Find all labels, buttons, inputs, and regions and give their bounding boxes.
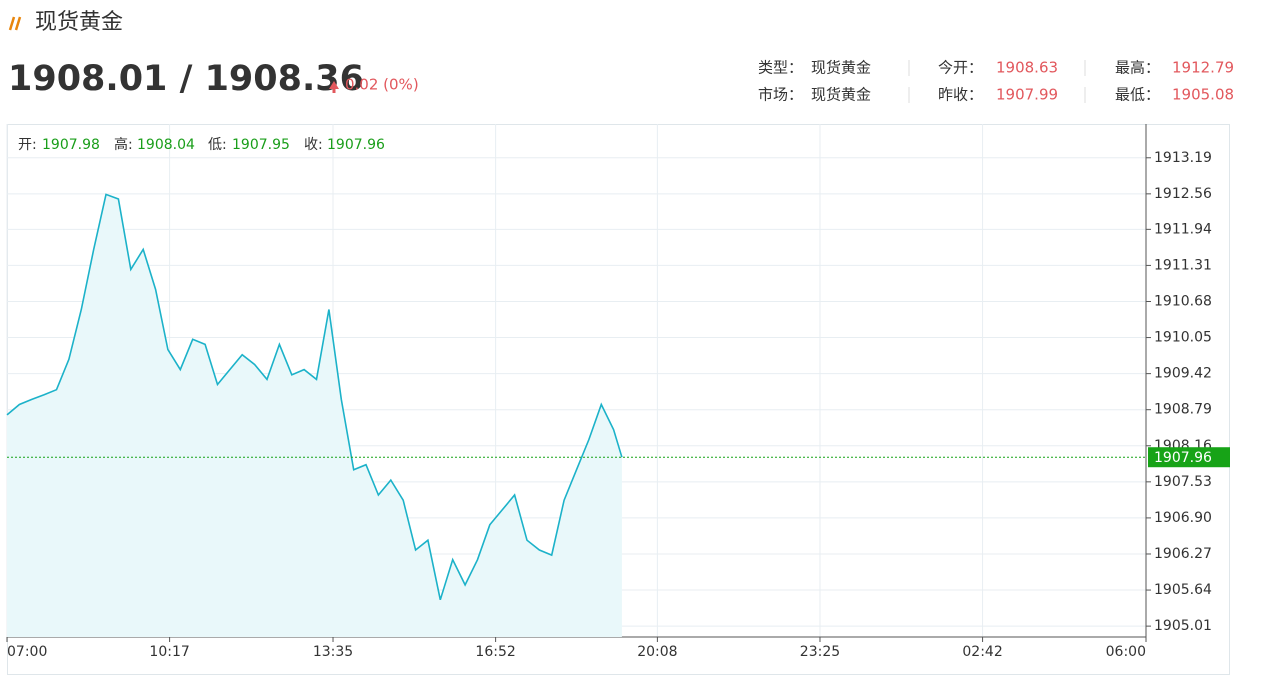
- y-tick-label: 1912.56: [1154, 186, 1212, 202]
- y-tick-label: 1911.94: [1154, 221, 1212, 237]
- y-tick-label: 1913.19: [1154, 150, 1212, 166]
- info-value: 1908.63: [996, 59, 1058, 77]
- info-label: 最高：: [1115, 59, 1160, 77]
- y-tick-label: 1908.79: [1154, 402, 1212, 418]
- x-tick-label: 16:52: [475, 644, 515, 660]
- info-value: 现货黄金: [811, 59, 871, 77]
- up-arrow: [329, 81, 339, 93]
- y-tick-label: 1906.90: [1154, 510, 1212, 526]
- x-tick-label: 10:17: [149, 644, 189, 660]
- line: [6, 193, 623, 601]
- ohlc-value: 1907.95: [232, 137, 290, 153]
- last-price-box: [1148, 447, 1230, 468]
- title: 现货黄金: [35, 10, 123, 35]
- info-value: 现货黄金: [811, 86, 871, 104]
- info-label: 类型：: [758, 59, 803, 77]
- separators: [908, 60, 1086, 103]
- x-tick-label: 06:00: [1106, 644, 1146, 660]
- last-price-label: 1907.96: [1154, 450, 1212, 466]
- ohlc-value: 1908.04: [137, 137, 195, 153]
- x-tick-label: 23:25: [800, 644, 840, 660]
- y-tick-label: 1910.05: [1154, 330, 1212, 346]
- ohlc-label: 开:: [18, 137, 37, 153]
- info-value: 1905.08: [1172, 86, 1234, 104]
- y-tick-label: 1909.42: [1154, 366, 1212, 382]
- y-tick-label: 1905.64: [1154, 582, 1212, 598]
- x-tick-label: 07:00: [7, 644, 47, 660]
- y-tick-label: 1910.68: [1154, 293, 1212, 309]
- price: 1908.01 / 1908.36: [8, 59, 364, 99]
- ohlc-label: 高:: [114, 136, 133, 153]
- area: [7, 194, 622, 637]
- y-tick-label: 1907.53: [1154, 474, 1212, 490]
- ohlc-value: 1907.96: [327, 137, 385, 153]
- x-tick-label: 02:42: [962, 644, 1002, 660]
- ohlc-label: 低:: [208, 137, 227, 153]
- title-icon: [8, 16, 22, 31]
- ohlc-value: 1907.98: [42, 137, 100, 153]
- info-label: 市场：: [758, 86, 803, 104]
- y-tick-label: 1905.01: [1154, 618, 1212, 634]
- info-label: 最低：: [1115, 86, 1160, 104]
- x-tick-label: 20:08: [637, 644, 677, 660]
- info-value: 1907.99: [996, 86, 1058, 104]
- info-value: 1912.79: [1172, 59, 1234, 77]
- ohlc-label: 收:: [304, 137, 323, 153]
- info-label: 今开：: [938, 59, 983, 77]
- x-tick-label: 13:35: [313, 644, 353, 660]
- y-tick-label: 1906.27: [1154, 546, 1212, 562]
- plot: 1913.19 1912.56 1911.94 1911.31 1910.68 1910.…: [6, 124, 1230, 660]
- y-tick-label: 1911.31: [1154, 257, 1212, 273]
- info-label: 昨收：: [938, 86, 983, 104]
- change: 0.02 (0%): [345, 76, 419, 94]
